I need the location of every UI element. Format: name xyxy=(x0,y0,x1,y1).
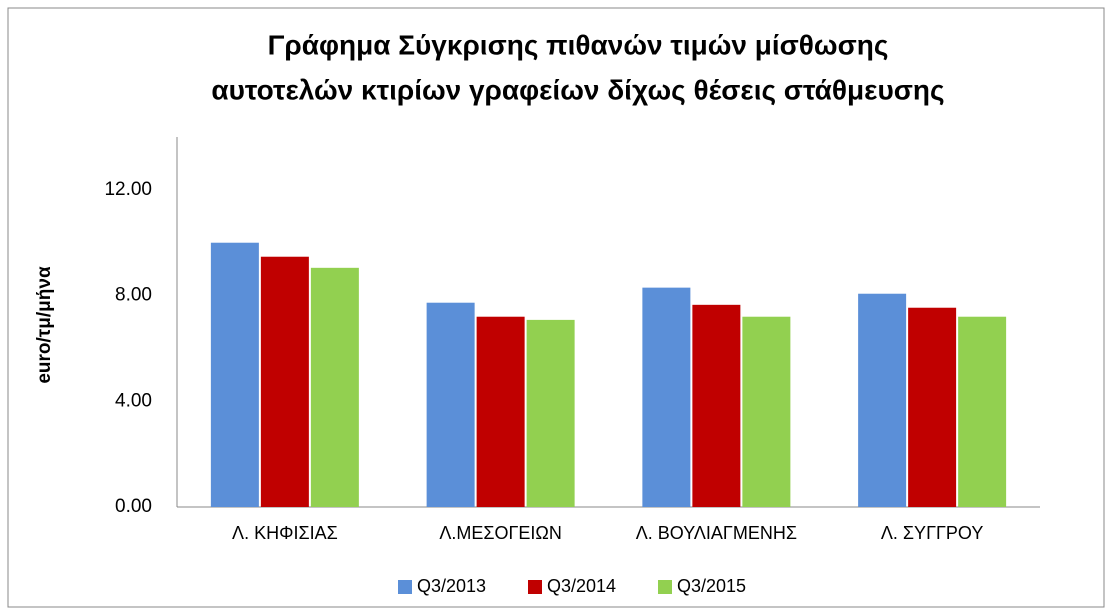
bar xyxy=(642,287,691,507)
bar xyxy=(426,302,475,507)
legend-label: Q3/2015 xyxy=(677,576,746,596)
y-axis-title: euro/τμ/μήνα xyxy=(34,266,55,384)
bar xyxy=(310,267,359,507)
bar xyxy=(210,242,259,507)
chart-title: αυτοτελών κτιρίων γραφείων δίχως θέσεις … xyxy=(211,74,944,105)
chart-title: Γράφημα Σύγκρισης πιθανών τιμών μίσθωσης xyxy=(268,29,889,60)
legend-label: Q3/2013 xyxy=(417,576,486,596)
bar xyxy=(476,316,525,507)
legend-swatch xyxy=(398,580,412,594)
x-tick-label: Λ. ΚΗΦΙΣΙΑΣ xyxy=(232,523,338,543)
bar xyxy=(858,293,907,507)
bar xyxy=(908,307,957,507)
x-tick-label: Λ. ΣΥΓΓΡΟΥ xyxy=(881,523,983,543)
x-tick-label: Λ. ΒΟΥΛΙΑΓΜΕΝΗΣ xyxy=(636,523,797,543)
y-tick-label: 8.00 xyxy=(115,285,152,306)
y-tick-label: 12.00 xyxy=(104,179,152,200)
x-tick-label: Λ.ΜΕΣΟΓΕΙΩΝ xyxy=(439,523,562,543)
legend-label: Q3/2014 xyxy=(547,576,616,596)
y-tick-label: 0.00 xyxy=(115,496,152,517)
bar xyxy=(958,316,1007,507)
bar xyxy=(260,256,309,507)
bar xyxy=(742,316,791,507)
bar xyxy=(526,319,575,507)
bar xyxy=(692,304,741,507)
legend-swatch xyxy=(528,580,542,594)
y-tick-label: 4.00 xyxy=(115,390,152,411)
legend-swatch xyxy=(658,580,672,594)
